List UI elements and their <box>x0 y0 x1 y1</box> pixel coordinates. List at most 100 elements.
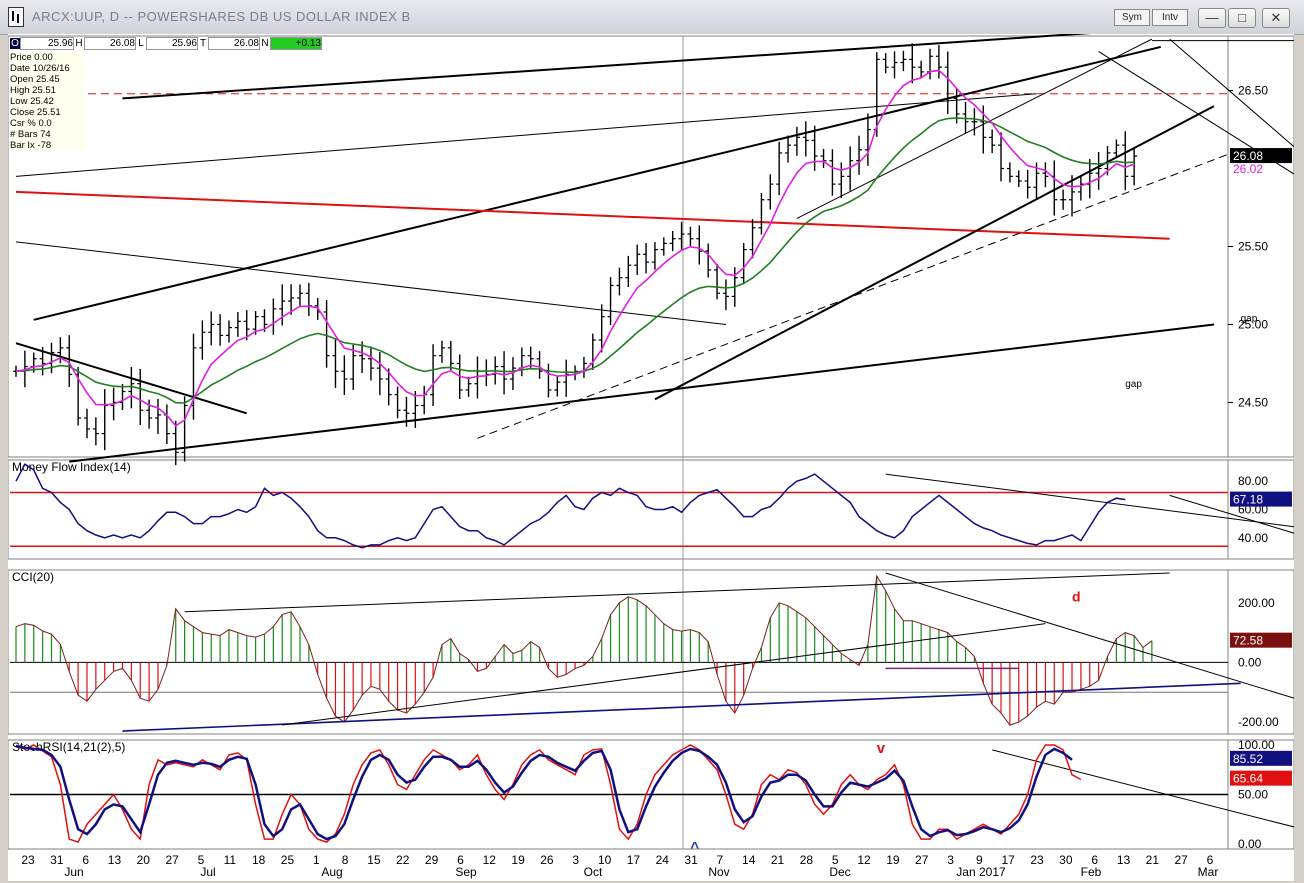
ema-fast-line <box>15 69 1135 427</box>
stochrsi-k-tag <box>1230 770 1292 786</box>
x-axis-day-label: 11 <box>224 853 237 867</box>
symbol-button[interactable]: Sym <box>1114 9 1150 26</box>
stochrsi-k-line <box>15 744 1082 844</box>
x-axis-day-label: 15 <box>367 853 381 867</box>
x-axis-day-label: 22 <box>396 853 410 867</box>
falling-trend-line-2 <box>1098 51 1294 175</box>
chart-area[interactable]: 26.5025.5025.0024.5026.0826.02v^gapgapga… <box>8 34 1294 881</box>
x-axis-day-label: 13 <box>108 853 122 867</box>
mfi-divergence-line <box>885 473 1294 528</box>
thin-trend-line <box>15 93 1037 177</box>
info-open: Open 25.45 <box>10 74 60 85</box>
info-date: Date 10/26/16 <box>10 63 70 74</box>
stochrsi-d-tag <box>1230 750 1292 766</box>
net-label: N <box>261 38 269 49</box>
x-axis-day-label: 6 <box>82 853 89 867</box>
x-axis-day-label: 25 <box>281 853 295 867</box>
x-axis-day-label: 12 <box>857 853 871 867</box>
chart-app-icon <box>8 7 24 27</box>
minimize-button[interactable]: — <box>1198 8 1226 28</box>
price-annotation: gap <box>1241 313 1258 324</box>
window-title: ARCX:UUP, D -- POWERSHARES DB US DOLLAR … <box>32 9 411 24</box>
interval-button[interactable]: Intv <box>1152 9 1188 26</box>
x-axis-month-label: Oct <box>584 865 603 879</box>
info-high: High 25.51 <box>10 85 56 96</box>
ema-value-label: 26.02 <box>1233 162 1263 176</box>
x-axis-day-label: 31 <box>50 853 64 867</box>
quote-bar: O 25.96 H 26.08 L 25.96 T 26.08 N +0.13 <box>10 37 322 50</box>
x-axis-day-label: 1 <box>313 853 320 867</box>
cci-last-tag <box>1230 632 1292 648</box>
info-low: Low 25.42 <box>10 96 54 107</box>
ema-slow-line <box>15 117 1135 404</box>
title-bar: ARCX:UUP, D -- POWERSHARES DB US DOLLAR … <box>0 0 1304 35</box>
falling-trend-line <box>1169 38 1294 148</box>
mfi-last-value: 67.18 <box>1233 493 1263 507</box>
x-axis-day-label: 17 <box>627 853 641 867</box>
price-annotation: gap <box>1125 379 1142 390</box>
high-label: H <box>75 38 83 49</box>
x-axis-day-label: 5 <box>832 853 839 867</box>
x-axis-day-label: 17 <box>1002 853 1016 867</box>
x-axis-day-label: 9 <box>976 853 983 867</box>
info-bars: # Bars 74 <box>10 129 51 140</box>
cci-rising-line <box>282 623 1046 726</box>
x-axis-month-label: Nov <box>708 865 729 879</box>
info-panel: Price 0.00 Date 10/26/16 Open 25.45 High… <box>10 52 85 151</box>
stochrsi-annotation: v <box>877 740 886 757</box>
x-axis-day-label: 8 <box>342 853 349 867</box>
cci-outline <box>15 574 1153 726</box>
x-axis-day-label: 23 <box>21 853 35 867</box>
x-axis-month-label: Aug <box>321 865 342 879</box>
price-y-tick: 24.50 <box>1238 395 1268 409</box>
x-axis-day-label: 10 <box>598 853 612 867</box>
upper-channel-line <box>33 45 1161 321</box>
cci-y-tick: 200.00 <box>1238 596 1275 610</box>
open-label: O <box>10 38 20 49</box>
x-axis-day-label: 21 <box>1146 853 1160 867</box>
high-value: 26.08 <box>84 37 136 50</box>
open-value: 25.96 <box>20 37 74 50</box>
stochrsi-trend-line <box>992 749 1294 828</box>
price-y-tick: 26.50 <box>1238 84 1268 98</box>
x-axis-month-label: Jun <box>64 865 83 879</box>
x-axis-month-label: Jul <box>200 865 215 879</box>
stochrsi-y-tick: 50.00 <box>1238 788 1268 802</box>
thin-down-line <box>15 241 726 325</box>
cci-last-value: 72.58 <box>1233 634 1263 648</box>
x-axis-day-label: 24 <box>656 853 670 867</box>
last-label: T <box>199 38 207 49</box>
x-axis-day-label: 27 <box>915 853 929 867</box>
price-y-tick: 25.00 <box>1238 317 1268 331</box>
stochrsi-annotation: ^ <box>690 839 699 856</box>
x-axis-month-label: Sep <box>455 865 477 879</box>
stochrsi-d-value: 85.52 <box>1233 752 1263 766</box>
mfi-last-tag <box>1230 491 1292 507</box>
cci-y-tick: 0.00 <box>1238 655 1262 669</box>
top-channel-line <box>122 34 1092 100</box>
close-button[interactable]: ✕ <box>1262 8 1290 28</box>
stochrsi-y-tick: 0.00 <box>1238 837 1262 851</box>
x-axis-month-label: Mar <box>1198 865 1219 879</box>
support-trend-line <box>654 105 1215 401</box>
info-csr-pct: Csr % 0.0 <box>10 118 52 129</box>
x-axis-day-label: 31 <box>684 853 698 867</box>
x-axis-day-label: 3 <box>572 853 579 867</box>
mfi-divergence-line-2 <box>1169 494 1294 534</box>
panel-frame-0 <box>8 35 1294 458</box>
x-axis-day-label: 27 <box>165 853 179 867</box>
last-price-value: 26.08 <box>1233 149 1263 163</box>
price-y-tick: 25.50 <box>1238 240 1268 254</box>
x-axis-day-label: 19 <box>511 853 525 867</box>
last-value: 26.08 <box>208 37 260 50</box>
x-axis-month-label: Jan 2017 <box>956 865 1006 879</box>
x-axis-day-label: 21 <box>771 853 785 867</box>
x-axis-month-label: Dec <box>829 865 850 879</box>
maximize-button[interactable]: □ <box>1228 8 1256 28</box>
chart-canvas[interactable]: 26.5025.5025.0024.5026.0826.02v^gapgapga… <box>8 34 1294 881</box>
x-axis-day-label: 27 <box>1174 853 1188 867</box>
x-axis-day-label: 13 <box>1117 853 1131 867</box>
dashed-trend-line <box>477 152 1232 439</box>
cci-support-line <box>122 682 1241 732</box>
